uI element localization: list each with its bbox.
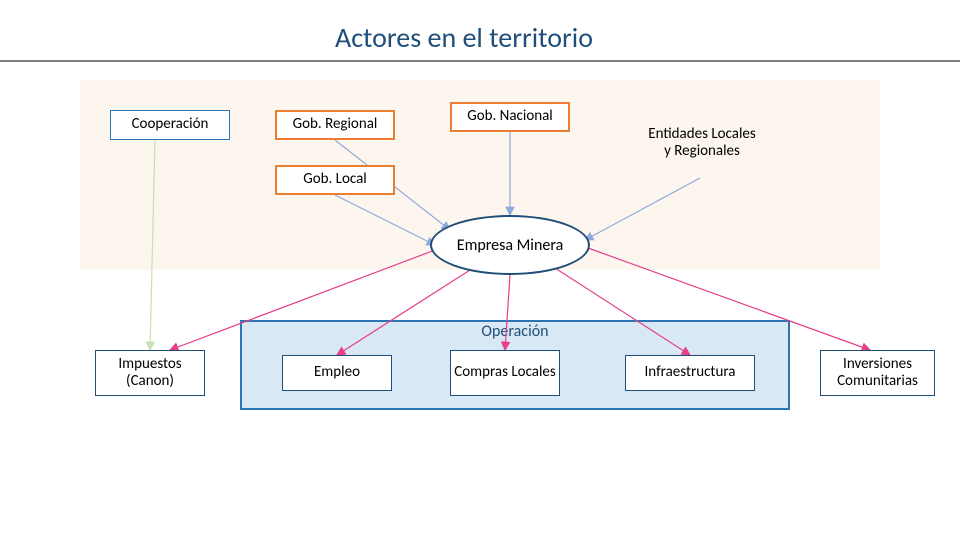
node-empleo: Empleo (282, 355, 392, 391)
node-gob-local: Gob. Local (275, 165, 395, 195)
node-entidades: Entidades Locales y Regionales (648, 108, 756, 178)
node-empresa-minera: Empresa Minera (430, 215, 590, 275)
node-inversiones: Inversiones Comunitarias (820, 350, 935, 396)
node-gob-regional: Gob. Regional (275, 110, 395, 140)
operacion-title: Operación (240, 322, 790, 341)
page-title: Actores en el territorio (335, 20, 593, 55)
node-cooperacion: Cooperación (110, 110, 230, 140)
node-impuestos: Impuestos (Canon) (95, 350, 205, 396)
node-infraestructura: Infraestructura (625, 355, 755, 391)
node-gob-nacional: Gob. Nacional (450, 102, 570, 132)
node-compras: Compras Locales (450, 350, 560, 396)
title-underline (0, 60, 960, 62)
